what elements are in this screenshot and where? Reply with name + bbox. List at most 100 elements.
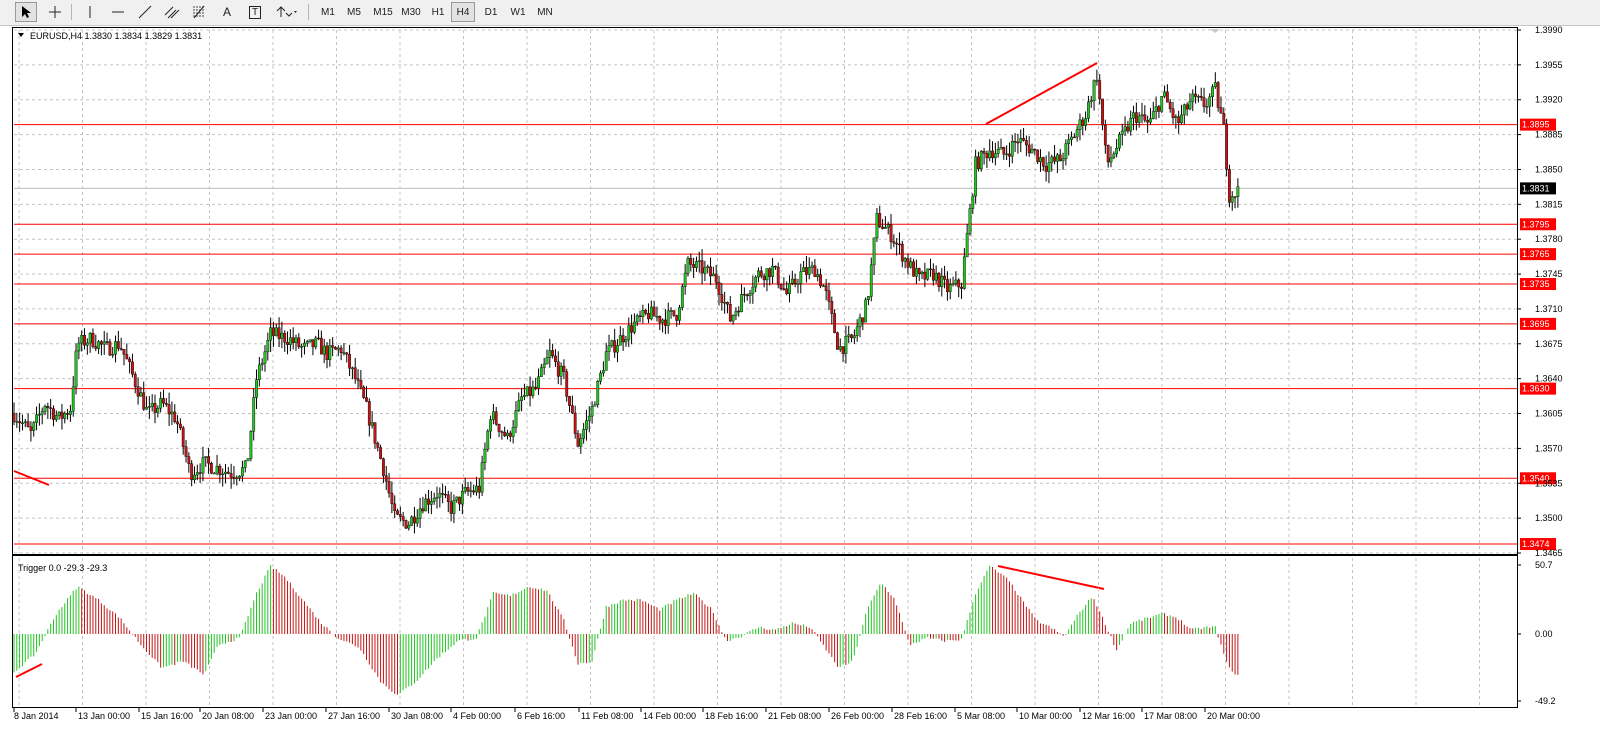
- candle-body: [404, 520, 408, 529]
- candle-body: [1233, 196, 1237, 198]
- candle-body: [497, 424, 501, 432]
- candle-body: [455, 496, 459, 501]
- candle-body: [444, 493, 447, 496]
- candle-body: [26, 421, 30, 428]
- candle-body: [658, 316, 662, 323]
- candle-body: [105, 341, 109, 343]
- candle-body: [1182, 104, 1186, 116]
- timeframe-button-m15[interactable]: M15: [373, 6, 393, 18]
- candle-body: [133, 373, 137, 387]
- candle-body: [596, 381, 600, 405]
- candle-body: [520, 396, 524, 401]
- candle-body: [943, 275, 947, 280]
- candle-body: [63, 413, 67, 419]
- candle-body: [847, 334, 851, 337]
- candle-body: [931, 269, 935, 281]
- candle-body: [915, 268, 918, 277]
- timeframe-button-m30[interactable]: M30: [401, 6, 421, 18]
- candle-body: [300, 346, 304, 348]
- candle-body: [204, 456, 208, 458]
- timeframe-button-m1[interactable]: M1: [321, 6, 335, 18]
- text-label-icon: T: [248, 5, 262, 19]
- candle-body: [483, 449, 487, 463]
- candle-body: [167, 404, 171, 415]
- timeframe-button-d1[interactable]: D1: [484, 6, 498, 18]
- timeframe-button-m5[interactable]: M5: [347, 6, 361, 18]
- candle-body: [1120, 130, 1124, 135]
- candle-body: [1134, 112, 1138, 123]
- candle-body: [255, 379, 258, 398]
- candle-body: [946, 279, 949, 292]
- candle-body: [1171, 108, 1175, 118]
- trendline-ind-2[interactable]: [997, 565, 1105, 590]
- candle-body: [269, 327, 273, 341]
- arrows-tool-button[interactable]: [272, 2, 302, 22]
- crosshair-tool-button[interactable]: [44, 2, 66, 22]
- price-tick-label: 1.3885: [1535, 130, 1563, 140]
- timeframe-button-h4[interactable]: H4: [451, 2, 475, 22]
- candle-body: [709, 266, 712, 277]
- vertical-line-tool-button[interactable]: [80, 2, 100, 22]
- timeframe-button-w1[interactable]: W1: [510, 6, 526, 18]
- cursor-tool-button[interactable]: [15, 2, 37, 22]
- chart-menu-triangle-icon[interactable]: [18, 33, 24, 37]
- equidistant-channel-icon: [164, 6, 180, 19]
- trendline-tool-button[interactable]: [134, 2, 156, 22]
- trendline-main-2[interactable]: [985, 62, 1098, 125]
- candle-body: [813, 265, 817, 278]
- candle-body: [1089, 100, 1093, 103]
- price-tick-label: 1.3605: [1535, 409, 1563, 419]
- candle-body: [590, 405, 594, 417]
- chart-shift-marker-icon[interactable]: [1210, 29, 1220, 33]
- text-tool-button[interactable]: A: [222, 5, 231, 19]
- price-tick-label: 1.3500: [1535, 513, 1563, 523]
- candle-body: [996, 148, 1000, 154]
- candle-body: [711, 273, 715, 277]
- candle-body: [1053, 156, 1056, 162]
- candle-body: [102, 341, 106, 345]
- candle-body: [903, 258, 907, 262]
- candle-body: [582, 429, 586, 439]
- candle-body: [514, 410, 518, 428]
- horizontal-line-tool-button[interactable]: [107, 2, 129, 22]
- candle-body: [29, 426, 33, 431]
- candle-body: [339, 347, 343, 353]
- candle-body: [274, 327, 278, 336]
- candle-body: [819, 274, 822, 287]
- level-price-label-bg: [1520, 472, 1556, 485]
- candle-body: [968, 208, 972, 234]
- candle-body: [1160, 96, 1164, 112]
- candle-body: [1180, 114, 1183, 124]
- candle-body: [1174, 116, 1178, 118]
- timeframe-button-h1[interactable]: H1: [431, 6, 445, 18]
- trendline-main-1[interactable]: [13, 470, 50, 486]
- candle-body: [1039, 157, 1042, 163]
- candle-body: [1061, 158, 1065, 162]
- candle-body: [85, 342, 89, 346]
- trendline-ind-1[interactable]: [15, 663, 43, 678]
- candle-body: [458, 496, 461, 505]
- candle-body: [277, 327, 281, 339]
- candle-body: [869, 264, 873, 297]
- candle-body: [460, 491, 464, 505]
- candle-body: [661, 319, 665, 323]
- chart-area[interactable]: 1.3895 1.3795 1.3765 1.3735 1.3695 1.3630 1.35…: [0, 25, 1600, 738]
- time-tick-label: 15 Jan 16:00: [141, 711, 193, 721]
- time-tick-label: 18 Feb 16:00: [705, 711, 758, 721]
- candle-body: [37, 414, 41, 416]
- channel-tool-button[interactable]: [161, 2, 183, 22]
- price-tick-label: 1.3990: [1535, 25, 1563, 35]
- candle-body: [740, 293, 743, 312]
- text-label-tool-button[interactable]: T: [244, 2, 266, 22]
- price-tick-label: 1.3780: [1535, 234, 1563, 244]
- candle-body: [669, 310, 673, 312]
- candle-body: [937, 272, 941, 287]
- candle-body: [297, 337, 301, 348]
- candle-body: [15, 421, 19, 423]
- time-tick-label: 23 Jan 00:00: [265, 711, 317, 721]
- candle-body: [692, 264, 696, 268]
- candle-body: [506, 432, 509, 437]
- timeframe-button-mn[interactable]: MN: [537, 6, 553, 18]
- fibonacci-tool-button[interactable]: [189, 2, 211, 22]
- candle-body: [641, 309, 645, 317]
